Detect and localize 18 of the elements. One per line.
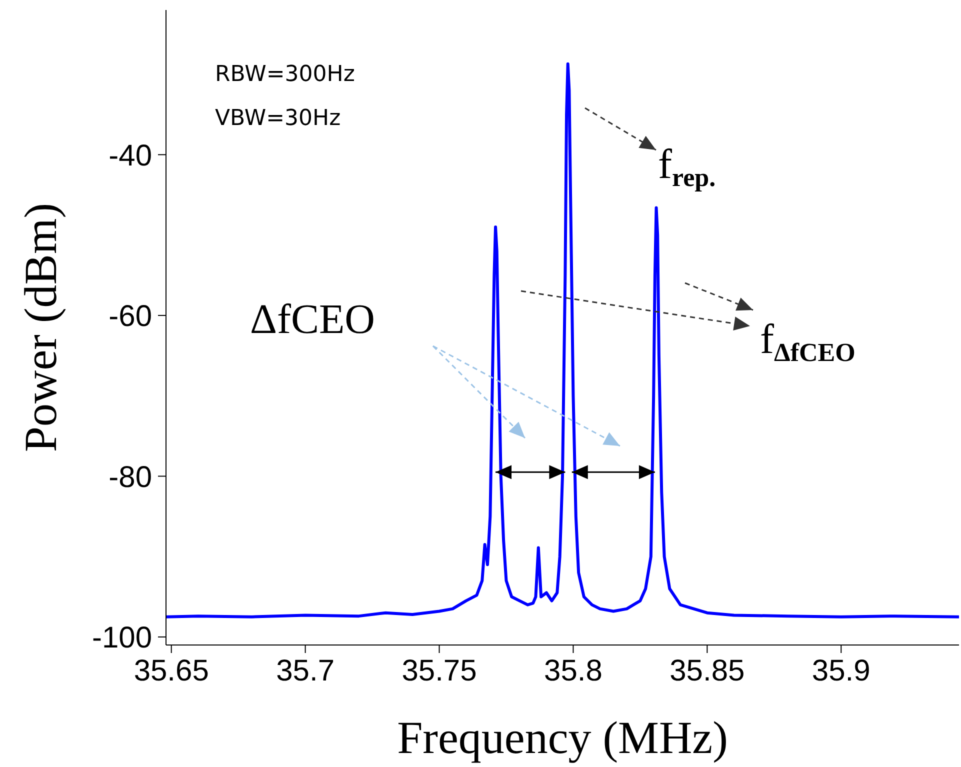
annotation: ΔfCEO	[250, 297, 375, 343]
x-tick-label: 35.8	[544, 654, 602, 688]
x-tick-label: 35.75	[402, 654, 477, 688]
y-axis-title: Power (dBm)	[15, 202, 66, 452]
y-tick-label: -40	[108, 139, 152, 172]
annotation: f$_{ΔfCEO}$	[760, 317, 856, 367]
x-tick-label: 35.9	[812, 654, 870, 688]
x-tick-label: 35.65	[134, 654, 209, 688]
x-axis-title: Frequency (MHz)	[397, 712, 728, 763]
x-tick-label: 35.7	[276, 654, 335, 688]
annotation: VBW=30Hz	[215, 106, 341, 131]
y-tick-label: -60	[108, 300, 152, 334]
y-tick-label: -100	[92, 622, 152, 655]
annotation: RBW=300Hz	[215, 62, 355, 87]
x-tick-label: 35.85	[670, 654, 745, 688]
line-series	[166, 62, 959, 618]
y-tick-label: -80	[108, 460, 152, 494]
annotation: f$_{rep.}$	[658, 142, 716, 192]
